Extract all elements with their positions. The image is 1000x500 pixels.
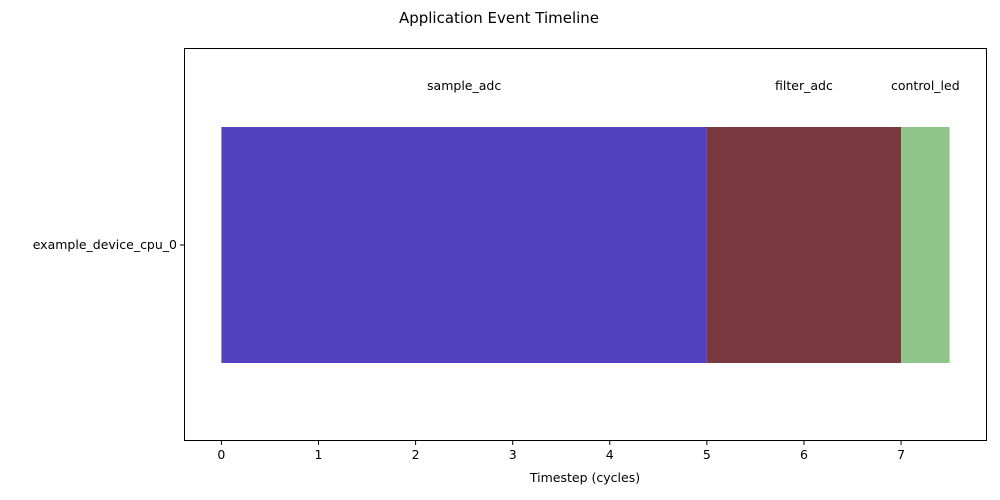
- x-axis-label: Timestep (cycles): [529, 470, 640, 485]
- y-axis-ticks: example_device_cpu_0: [33, 237, 185, 252]
- event-labels: sample_adc filter_adc control_led: [427, 78, 960, 93]
- event-bar-control-led: [901, 127, 950, 363]
- y-tick-label: example_device_cpu_0: [33, 237, 177, 252]
- x-tick-label: 0: [217, 447, 225, 462]
- x-tick-label: 1: [315, 447, 323, 462]
- x-tick-label: 2: [412, 447, 420, 462]
- x-tick-label: 3: [509, 447, 517, 462]
- event-label-filter-adc: filter_adc: [775, 78, 833, 93]
- event-label-sample-adc: sample_adc: [427, 78, 501, 93]
- event-bar-sample-adc: [221, 127, 707, 363]
- x-tick-label: 5: [703, 447, 711, 462]
- x-tick-label: 4: [606, 447, 614, 462]
- event-label-control-led: control_led: [891, 78, 960, 93]
- event-bar-filter-adc: [706, 127, 902, 363]
- event-bars: [221, 127, 950, 363]
- x-tick-label: 6: [800, 447, 808, 462]
- chart-title: Application Event Timeline: [399, 9, 599, 27]
- x-axis-ticks: 0 1 2 3 4 5 6 7: [217, 440, 905, 462]
- x-tick-label: 7: [897, 447, 905, 462]
